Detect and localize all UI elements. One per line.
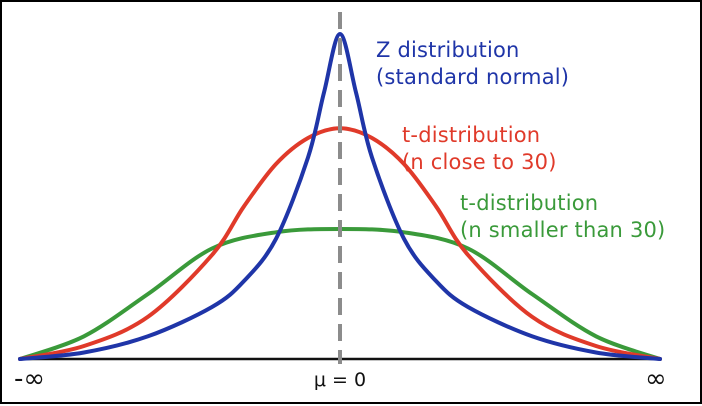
series-label-t-near-30-line2: (n close to 30) xyxy=(402,150,557,174)
x-tick-neg-infinity: -∞ xyxy=(14,364,45,394)
series-label-t-small-line2: (n smaller than 30) xyxy=(460,218,665,242)
series-label-t-near-30-line1: t-distribution xyxy=(402,123,540,147)
series-curve-z xyxy=(18,32,662,361)
x-tick-pos-infinity: ∞ xyxy=(645,364,667,394)
series-label-z-line1: Z distribution xyxy=(376,38,520,62)
x-tick-mu-zero: μ = 0 xyxy=(314,369,366,391)
series-label-z-line2: (standard normal) xyxy=(376,65,569,89)
series-label-t-small-line1: t-distribution xyxy=(460,191,598,215)
